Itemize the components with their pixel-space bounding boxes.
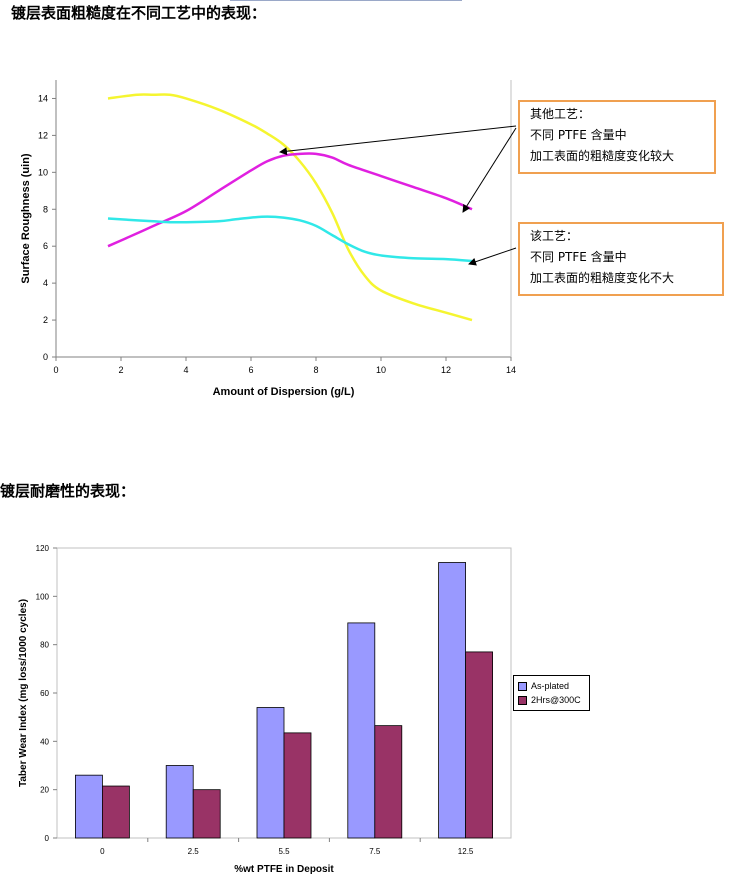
series-line-yellow [107, 93, 473, 322]
y-tick-label: 2 [43, 315, 48, 325]
legend-swatch [518, 695, 527, 705]
series-line-cyan [107, 215, 473, 263]
bar-y-tick-label: 80 [40, 641, 49, 650]
series-line-magenta [107, 152, 473, 248]
x-tick-label: 10 [376, 365, 386, 375]
wear-heading: 镀层耐磨性的表现： [0, 482, 136, 500]
bar-x-axis-label: %wt PTFE in Deposit [234, 864, 334, 875]
bar-as_plated [75, 774, 103, 839]
y-tick-label: 8 [43, 204, 48, 214]
bar-as_plated [256, 707, 285, 839]
line-chart-area [14, 76, 514, 401]
bar-as_plated [347, 622, 376, 839]
x-tick-label: 4 [183, 365, 188, 375]
bar-as_plated [438, 562, 467, 839]
callout-line: 其他工艺： [530, 107, 591, 121]
legend-swatch [518, 681, 527, 691]
callout-line: 加工表面的粗糙度变化较大 [530, 149, 675, 163]
x-tick-label: 14 [506, 365, 516, 375]
x-tick-label: 6 [248, 365, 253, 375]
callout-this-process: 该工艺： 不同 PTFE 含量中 加工表面的粗糙度变化不大 [518, 222, 724, 296]
legend-item-as-plated: As-plated [518, 679, 585, 693]
bar-y-tick-label: 20 [40, 786, 49, 795]
bar-x-tick-label: 12.5 [458, 847, 474, 856]
arrow-to-yellow [279, 125, 517, 156]
legend-label: As-plated [531, 681, 570, 691]
x-tick-label: 8 [313, 365, 318, 375]
arrow-to-cyan [468, 247, 517, 266]
bar-heated [102, 785, 130, 839]
legend-label: 2Hrs@300C [531, 695, 581, 705]
y-tick-label: 0 [43, 352, 48, 362]
bar-y-tick-label: 120 [36, 544, 50, 553]
bar-heated [465, 651, 494, 839]
callout-line: 不同 PTFE 含量中 [530, 250, 627, 264]
wear-legend: As-plated 2Hrs@300C [513, 675, 590, 711]
y-tick-label: 4 [43, 278, 48, 288]
bar-x-tick-label: 2.5 [188, 847, 200, 856]
y-tick-label: 12 [38, 130, 48, 140]
callout-line: 该工艺： [530, 229, 579, 243]
bar-x-tick-label: 5.5 [278, 847, 290, 856]
bar-as_plated [165, 765, 194, 839]
bar-y-tick-label: 100 [36, 592, 50, 601]
bar-x-tick-label: 0 [100, 847, 105, 856]
bar-y-tick-label: 60 [40, 689, 49, 698]
callout-line: 加工表面的粗糙度变化不大 [530, 271, 675, 285]
roughness-heading: 镀层表面粗糙度在不同工艺中的表现： [11, 4, 267, 22]
bar-heated [374, 725, 403, 839]
bar-y-tick-label: 0 [45, 834, 50, 843]
x-tick-label: 12 [441, 365, 451, 375]
x-axis-label: Amount of Dispersion (g/L) [213, 386, 355, 398]
top-rule [230, 0, 462, 1]
x-tick-label: 2 [118, 365, 123, 375]
bar-heated [192, 789, 221, 839]
legend-item-heated: 2Hrs@300C [518, 693, 585, 707]
y-tick-label: 6 [43, 241, 48, 251]
x-tick-label: 0 [53, 365, 58, 375]
arrow-to-magenta [462, 127, 517, 213]
bar-y-tick-label: 40 [40, 737, 49, 746]
y-axis-label: Surface Roughness (uin) [20, 153, 32, 284]
callout-line: 不同 PTFE 含量中 [530, 128, 627, 142]
bar-x-tick-label: 7.5 [369, 847, 381, 856]
bar-y-axis-label: Taber Wear Index (mg loss/1000 cycles) [18, 599, 29, 787]
y-tick-label: 10 [38, 167, 48, 177]
bar-heated [283, 732, 312, 839]
callout-other-process: 其他工艺： 不同 PTFE 含量中 加工表面的粗糙度变化较大 [518, 100, 716, 174]
y-tick-label: 14 [38, 93, 48, 103]
